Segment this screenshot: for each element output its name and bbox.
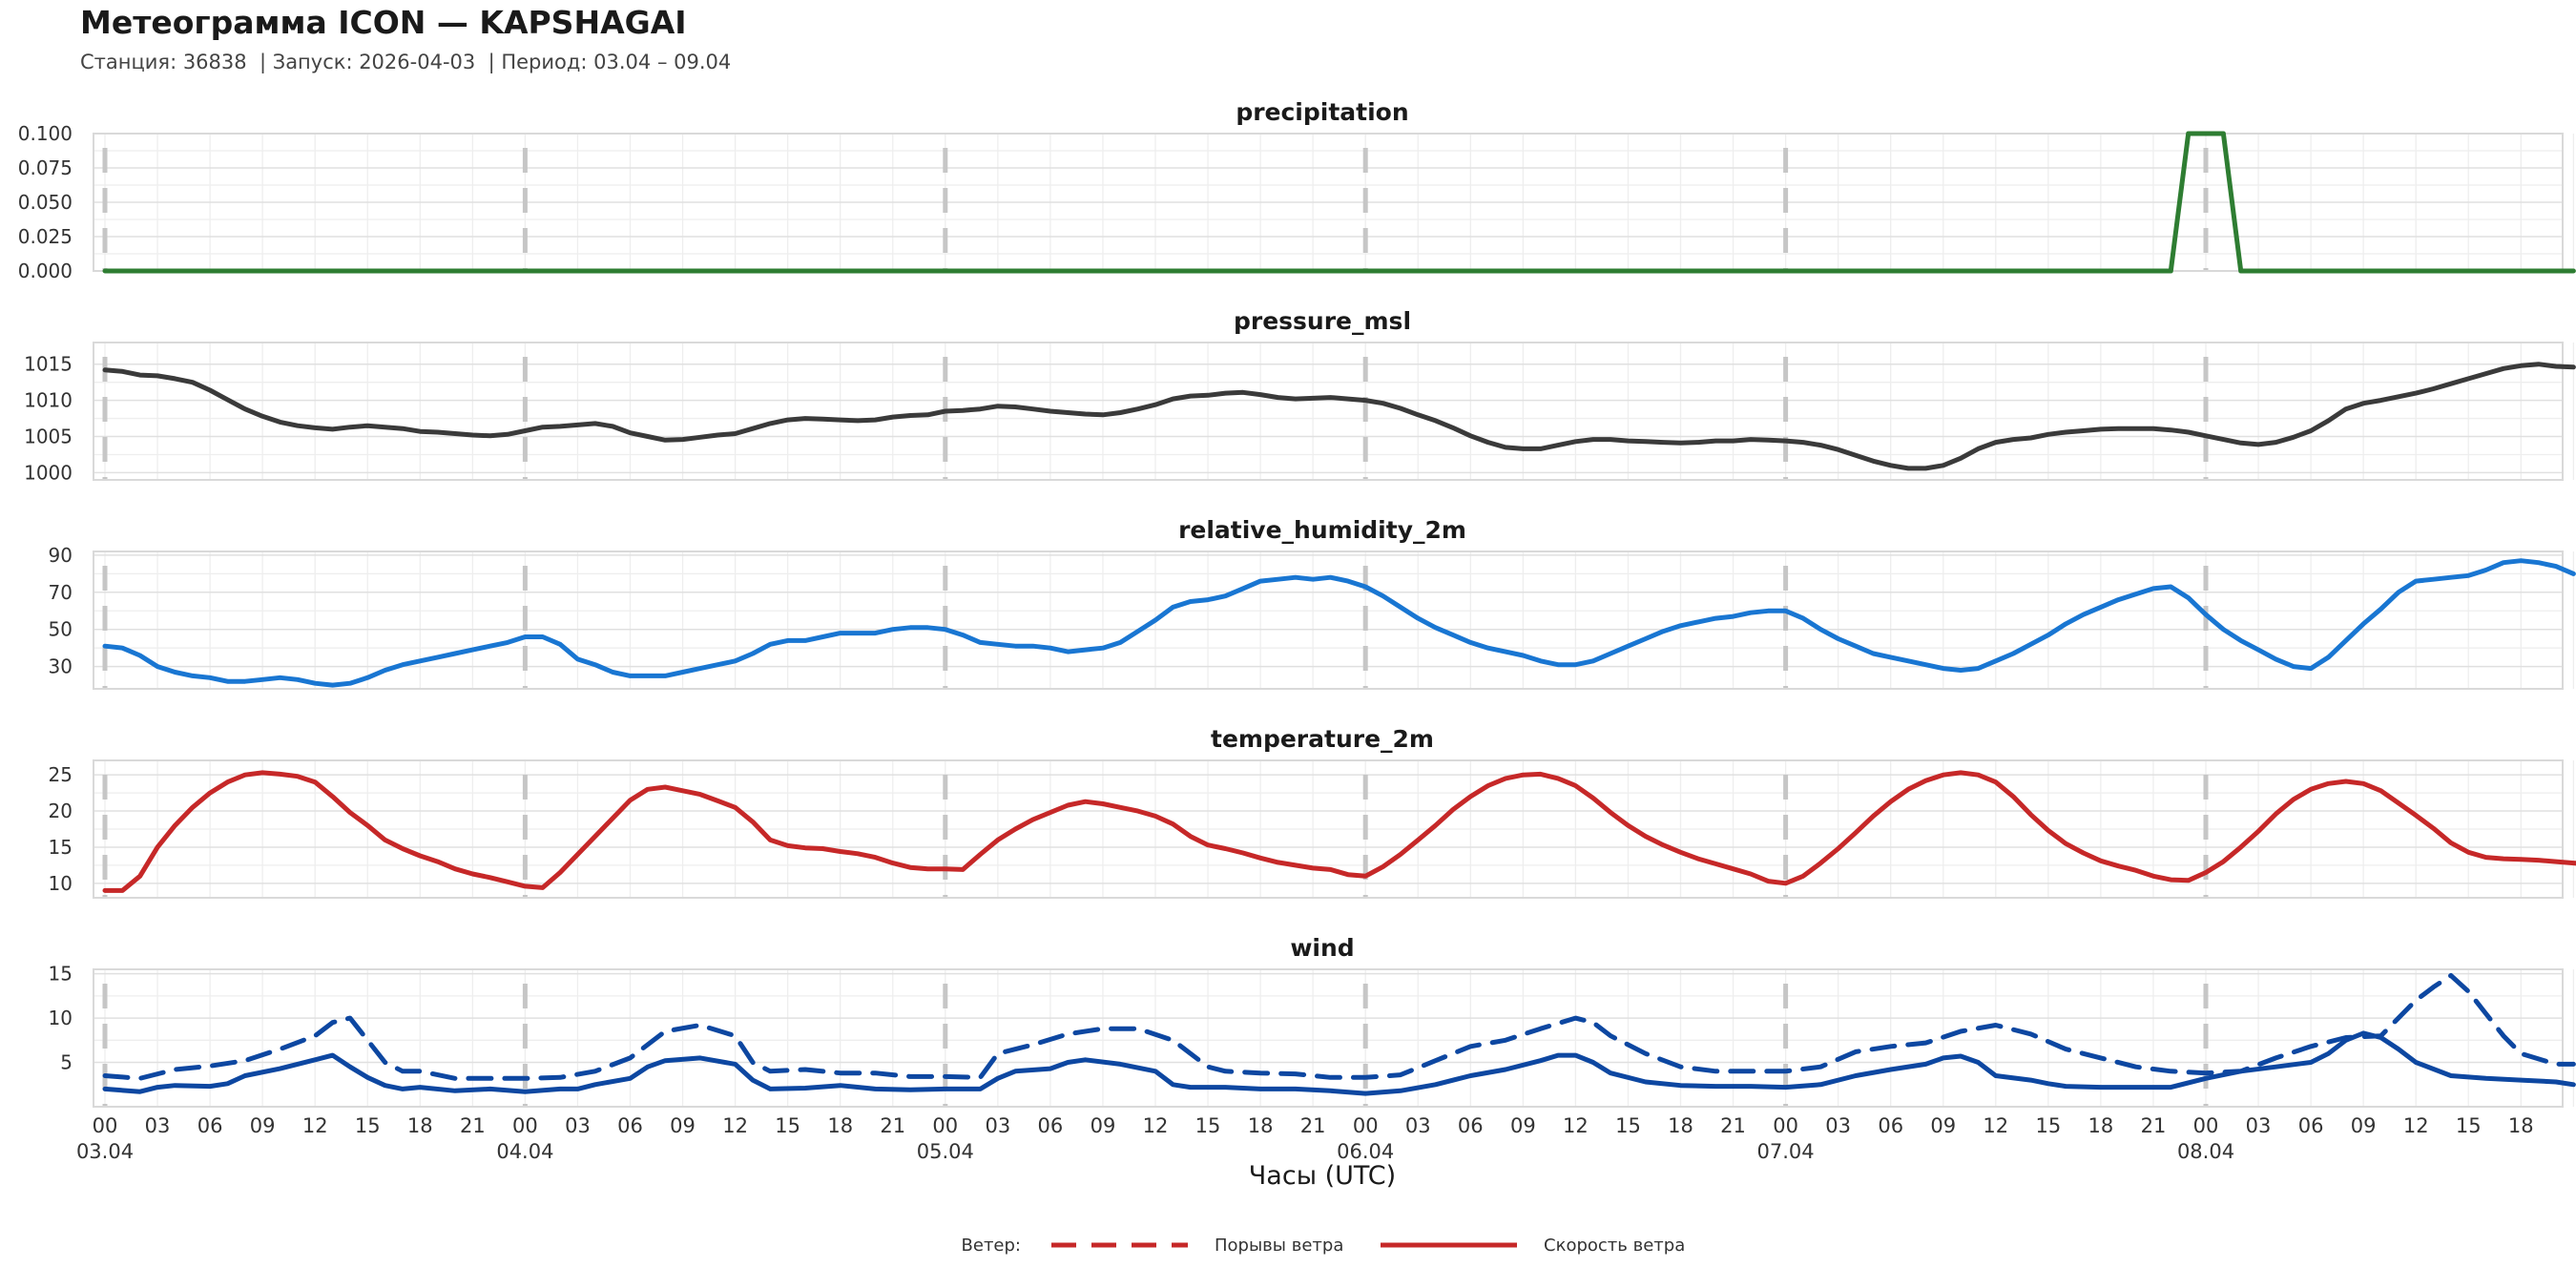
x-tick-label: 12	[302, 1114, 328, 1137]
x-tick-label: 03	[145, 1114, 171, 1137]
panel-frame	[93, 551, 2564, 690]
x-tick-label: 00	[512, 1114, 538, 1137]
x-tick-label: 00	[932, 1114, 958, 1137]
panel-frame	[93, 342, 2564, 481]
y-tick-label: 0.000	[18, 260, 73, 282]
x-tick-label: 06	[2298, 1114, 2324, 1137]
x-tick-label: 15	[2456, 1114, 2482, 1137]
x-tick-label: 12	[722, 1114, 748, 1137]
y-tick-label: 20	[49, 800, 73, 822]
x-axis-label: Часы (UTC)	[1249, 1161, 1396, 1191]
x-tick-label: 00	[2193, 1114, 2219, 1137]
x-day-label: 04.04	[496, 1140, 553, 1163]
x-tick-label: 21	[880, 1114, 905, 1137]
series-line-precipitation	[102, 131, 2576, 274]
panel-title: pressure_msl	[1234, 307, 1411, 335]
y-tick-label: 1005	[24, 426, 73, 448]
x-tick-label: 06	[1458, 1114, 1484, 1137]
panel-title: relative_humidity_2m	[1178, 516, 1466, 544]
x-day-label: 05.04	[917, 1140, 974, 1163]
x-tick-label: 21	[460, 1114, 486, 1137]
x-tick-label: 15	[1615, 1114, 1641, 1137]
x-tick-label: 18	[1248, 1114, 1274, 1137]
x-tick-label: 06	[197, 1114, 223, 1137]
x-tick-label: 03	[1405, 1114, 1431, 1137]
y-tick-label: 10	[49, 1007, 73, 1029]
y-tick-label: 70	[49, 581, 73, 604]
x-tick-label: 00	[1773, 1114, 1798, 1137]
x-tick-label: 00	[1353, 1114, 1379, 1137]
y-tick-label: 90	[49, 544, 73, 567]
series-line-pressure_msl	[102, 362, 2576, 471]
series-line-wind	[102, 1030, 2576, 1096]
x-tick-label: 09	[670, 1114, 696, 1137]
legend-gust-label: Порывы ветра	[1215, 1236, 1343, 1256]
x-tick-label: 00	[93, 1114, 118, 1137]
y-tick-label: 5	[60, 1051, 73, 1074]
x-tick-label: 09	[1510, 1114, 1536, 1137]
x-day-label: 07.04	[1757, 1140, 1815, 1163]
panel-frame	[93, 968, 2564, 1108]
x-tick-label: 09	[2351, 1114, 2377, 1137]
x-tick-label: 09	[1091, 1114, 1116, 1137]
y-tick-label: 15	[49, 963, 73, 986]
x-tick-label: 12	[2403, 1114, 2429, 1137]
x-tick-label: 18	[2088, 1114, 2114, 1137]
x-tick-label: 15	[775, 1114, 800, 1137]
x-tick-label: 09	[1930, 1114, 1956, 1137]
x-day-label: 08.04	[2177, 1140, 2234, 1163]
x-tick-label: 15	[1195, 1114, 1221, 1137]
y-tick-label: 0.050	[18, 191, 73, 214]
y-tick-label: 0.025	[18, 225, 73, 248]
y-tick-label: 50	[49, 618, 73, 641]
x-tick-label: 12	[1983, 1114, 2008, 1137]
x-tick-label: 03	[2246, 1114, 2272, 1137]
x-tick-label: 21	[1720, 1114, 1746, 1137]
y-tick-label: 30	[49, 655, 73, 678]
x-tick-label: 15	[2035, 1114, 2061, 1137]
series-line-temperature_2m	[102, 770, 2576, 893]
y-tick-label: 25	[49, 763, 73, 786]
x-tick-label: 18	[407, 1114, 433, 1137]
panel-title: wind	[1290, 934, 1354, 962]
chart-title: Метеограмма ICON — KAPSHAGAI	[80, 4, 687, 41]
y-tick-label: 1010	[24, 389, 73, 412]
series-line-relative_humidity_2m	[102, 558, 2576, 688]
x-tick-label: 06	[617, 1114, 643, 1137]
x-tick-label: 18	[827, 1114, 853, 1137]
y-tick-label: 1000	[24, 461, 73, 484]
y-tick-label: 0.075	[18, 156, 73, 179]
x-tick-label: 03	[985, 1114, 1010, 1137]
y-tick-label: 1015	[24, 353, 73, 376]
x-tick-label: 06	[1878, 1114, 1903, 1137]
x-day-label: 06.04	[1337, 1140, 1394, 1163]
x-tick-label: 15	[355, 1114, 381, 1137]
chart-subtitle: Станция: 36838 | Запуск: 2026-04-03 | Пе…	[80, 51, 732, 73]
x-tick-label: 03	[565, 1114, 591, 1137]
y-tick-label: 0.100	[18, 122, 73, 145]
y-tick-label: 15	[49, 836, 73, 859]
x-tick-label: 12	[1143, 1114, 1169, 1137]
legend-speed-label: Скорость ветра	[1544, 1236, 1685, 1256]
legend-title: Ветер:	[962, 1236, 1021, 1256]
x-tick-label: 18	[2508, 1114, 2534, 1137]
x-tick-label: 03	[1825, 1114, 1851, 1137]
panel-title: temperature_2m	[1211, 725, 1434, 753]
y-tick-label: 10	[49, 872, 73, 895]
x-tick-label: 06	[1038, 1114, 1064, 1137]
panel-frame	[93, 759, 2564, 899]
x-tick-label: 09	[250, 1114, 276, 1137]
x-tick-label: 12	[1563, 1114, 1589, 1137]
x-tick-label: 18	[1668, 1114, 1693, 1137]
x-tick-label: 21	[1300, 1114, 1326, 1137]
x-tick-label: 21	[2141, 1114, 2167, 1137]
x-day-label: 03.04	[76, 1140, 134, 1163]
panel-title: precipitation	[1236, 98, 1408, 126]
